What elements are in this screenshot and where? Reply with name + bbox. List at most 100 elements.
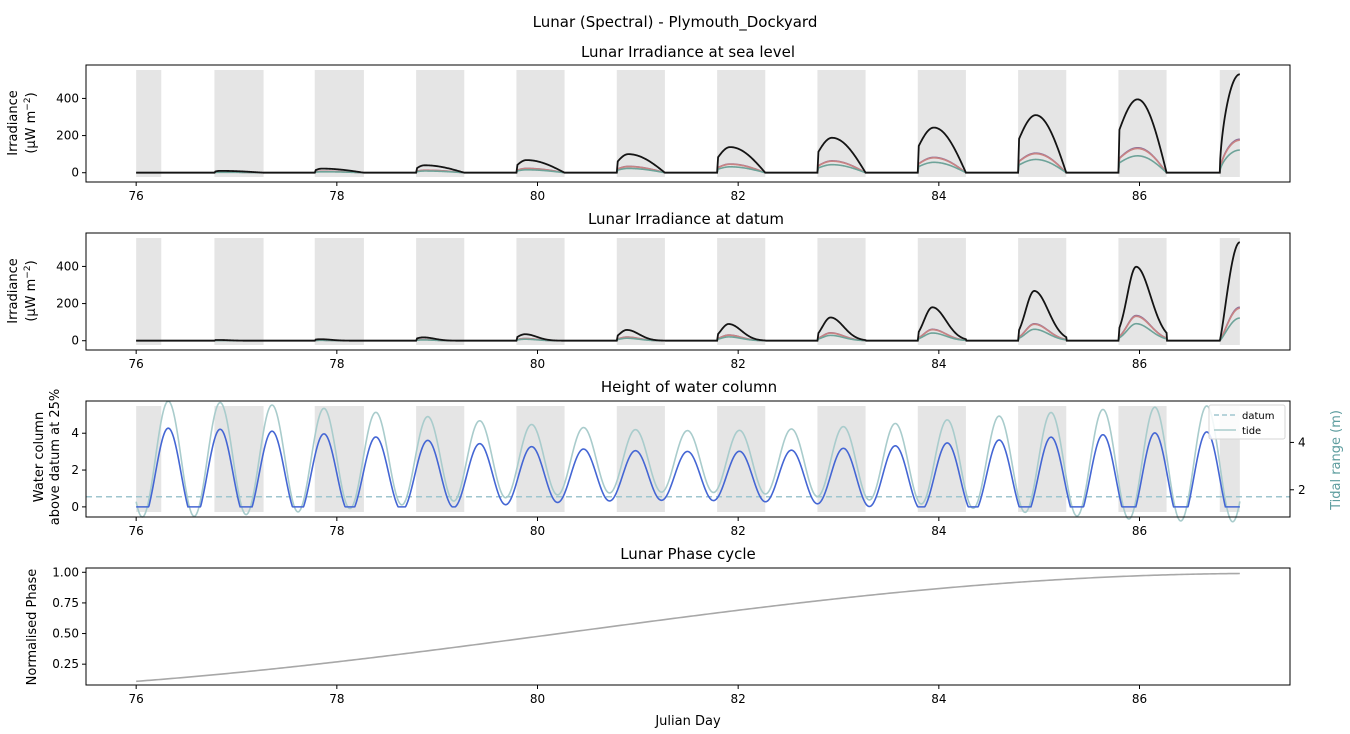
datum-irradiance-chart: Lunar Irradiance at datum Irradiance (μW…	[6, 210, 1291, 371]
night-shade	[416, 238, 465, 345]
x-tick-label: 84	[931, 692, 946, 706]
x-tick-label: 82	[731, 692, 746, 706]
phase-ylabel: Normalised Phase	[25, 569, 40, 686]
y-tick-label: 400	[56, 91, 79, 105]
night-shade	[1219, 70, 1240, 177]
y-tick-label: 0	[71, 166, 79, 180]
plot-frame	[85, 64, 1291, 183]
night-shade	[516, 238, 565, 345]
night-shade	[1219, 238, 1240, 345]
plot-frame	[85, 400, 1291, 518]
night-shade	[516, 70, 565, 177]
sea-level-irradiance-chart: Lunar Irradiance at sea level Irradiance…	[6, 43, 1291, 203]
x-tick-label: 86	[1132, 524, 1147, 538]
night-shade	[917, 406, 966, 512]
y-tick-label: 0.50	[52, 627, 79, 641]
x-tick-label: 78	[329, 357, 344, 371]
total-irradiance-line	[136, 73, 1240, 174]
datum-ylabel-units: (μW m−2)	[23, 260, 39, 321]
red-series-line	[136, 307, 1240, 342]
night-shade	[817, 406, 866, 512]
x-tick-label: 78	[329, 189, 344, 203]
y-tick-label: 0	[71, 334, 79, 348]
teal-series-line	[136, 317, 1240, 342]
night-shade	[136, 70, 162, 177]
figure-title: Lunar (Spectral) - Plymouth_Dockyard	[533, 13, 818, 32]
x-tick-label: 80	[530, 357, 545, 371]
x-tick-label: 76	[129, 357, 144, 371]
night-shade	[214, 70, 264, 177]
water-column-ylabel-2: above datum at 25%	[48, 389, 63, 525]
y-tick-label: 200	[56, 129, 79, 143]
night-shade	[616, 70, 665, 177]
teal-series-line	[136, 149, 1240, 174]
night-shade	[136, 238, 162, 345]
night-shade	[616, 238, 665, 345]
x-tick-label: 86	[1132, 357, 1147, 371]
y-tick-label: 400	[56, 259, 79, 273]
x-tick-label: 80	[530, 524, 545, 538]
x-tick-label: 76	[129, 524, 144, 538]
x-tick-label: 80	[530, 189, 545, 203]
plot-frame	[85, 232, 1291, 351]
night-shade	[717, 406, 766, 512]
night-shade	[717, 238, 766, 345]
x-tick-label: 84	[931, 524, 946, 538]
night-shade	[1118, 70, 1167, 177]
water-column-chart-title: Height of water column	[601, 378, 777, 396]
night-shade	[1018, 238, 1067, 345]
datum-chart-title: Lunar Irradiance at datum	[588, 210, 784, 228]
y-tick-label: 200	[56, 297, 79, 311]
x-tick-label: 80	[530, 692, 545, 706]
y-tick-label: 2	[71, 463, 79, 477]
x-tick-label: 84	[931, 189, 946, 203]
night-shade	[917, 238, 966, 345]
red-series-line	[136, 139, 1240, 174]
x-tick-label: 86	[1132, 692, 1147, 706]
figure-xlabel: Julian Day	[654, 714, 721, 729]
x-tick-label: 76	[129, 189, 144, 203]
x-tick-label: 82	[731, 357, 746, 371]
lunar-phase-chart: Lunar Phase cycle Normalised Phase Julia…	[25, 545, 1291, 729]
right-y-tick-label: 2	[1298, 483, 1306, 497]
night-shade	[314, 70, 364, 177]
x-tick-label: 82	[731, 189, 746, 203]
water-column-line	[136, 427, 1240, 508]
x-tick-label: 82	[731, 524, 746, 538]
legend-datum-label: datum	[1242, 411, 1274, 422]
x-tick-label: 84	[931, 357, 946, 371]
plot-frame	[85, 567, 1291, 686]
y-tick-label: 1.00	[52, 565, 79, 579]
purple-series-line	[136, 138, 1240, 174]
total-irradiance-line	[136, 241, 1240, 342]
tidal-range-ylabel: Tidal range (m)	[1329, 410, 1344, 511]
y-tick-label: 0.75	[52, 596, 79, 610]
sea-level-ylabel: Irradiance	[6, 90, 21, 155]
night-shade	[214, 238, 264, 345]
water-column-ylabel: Water column	[32, 412, 47, 502]
night-shade	[817, 238, 866, 345]
tide-line	[135, 400, 1241, 523]
sea-level-chart-title: Lunar Irradiance at sea level	[581, 43, 795, 61]
sea-level-ylabel-units: (μW m−2)	[23, 92, 39, 153]
x-tick-label: 86	[1132, 189, 1147, 203]
y-tick-label: 0	[71, 500, 79, 514]
night-shade	[717, 70, 766, 177]
legend-tide-label: tide	[1242, 426, 1261, 437]
phase-line	[136, 572, 1240, 683]
right-y-tick-label: 4	[1298, 435, 1306, 449]
datum-ylabel: Irradiance	[6, 258, 21, 323]
x-tick-label: 76	[129, 692, 144, 706]
night-shade	[136, 406, 162, 512]
x-tick-label: 78	[329, 524, 344, 538]
x-tick-label: 78	[329, 692, 344, 706]
night-shade	[314, 238, 364, 345]
y-tick-label: 0.25	[52, 657, 79, 671]
y-tick-label: 4	[71, 426, 79, 440]
phase-chart-title: Lunar Phase cycle	[620, 545, 756, 563]
water-column-chart: Height of water column Water column abov…	[32, 378, 1344, 538]
night-shade	[616, 406, 665, 512]
purple-series-line	[136, 306, 1240, 342]
night-shade	[416, 70, 465, 177]
